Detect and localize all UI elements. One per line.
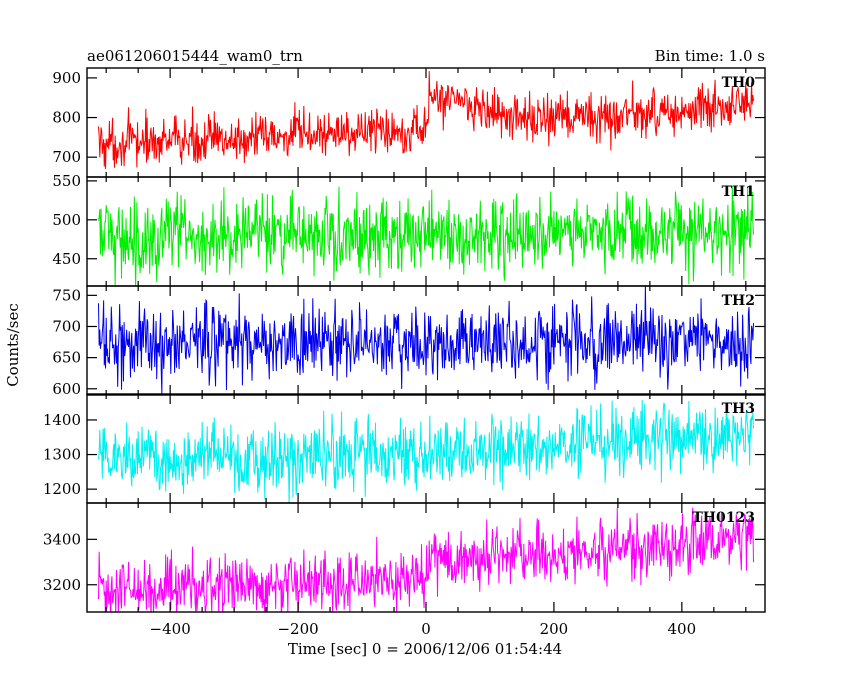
x-tick-label: −400 xyxy=(150,620,191,638)
y-tick-label: 3400 xyxy=(43,530,81,548)
panel-th1: 450 500 550 TH1 xyxy=(52,172,766,287)
panel-th3: 1200 1300 1400 TH3 xyxy=(43,393,766,504)
y-tick-label: 800 xyxy=(52,109,81,127)
series-line-th0123 xyxy=(98,507,754,612)
panel-name-th1: TH1 xyxy=(722,184,755,200)
y-tick-label: 550 xyxy=(52,172,81,190)
bin-time-label: Bin time: 1.0 s xyxy=(655,47,765,65)
panel-frame xyxy=(86,285,766,396)
panel-th0: 700 800 900 TH0 xyxy=(52,67,766,178)
y-tick-label: 900 xyxy=(52,69,81,87)
series-line-th2 xyxy=(98,286,754,394)
x-tick-label: 200 xyxy=(540,620,569,638)
y-tick-label: 500 xyxy=(52,211,81,229)
y-tick-label: 700 xyxy=(52,317,81,335)
series-line-th1 xyxy=(98,185,754,286)
y-tick-label: 650 xyxy=(52,349,81,367)
y-tick-label: 450 xyxy=(52,250,81,268)
x-tick-label: 400 xyxy=(668,620,697,638)
series-line-th3 xyxy=(98,400,754,503)
panel-group: 700 800 900 TH0 450 500 550 TH1 600 650 700 750 TH2 1… xyxy=(43,67,766,638)
y-tick-label: 750 xyxy=(52,286,81,304)
panel-th2: 600 650 700 750 TH2 xyxy=(52,285,766,398)
x-axis-label: Time [sec] 0 = 2006/12/06 01:54:44 xyxy=(288,640,562,658)
x-tick-label: 0 xyxy=(421,620,431,638)
series-line-th0 xyxy=(98,71,754,169)
panel-name-th0123: TH0123 xyxy=(692,510,755,526)
y-tick-label: 1400 xyxy=(43,411,81,429)
panel-th0123: 3200 3400 TH0123 xyxy=(43,502,766,613)
y-tick-label: 3200 xyxy=(43,576,81,594)
y-axis-label: Counts/sec xyxy=(4,303,22,387)
chart-title: ae061206015444_wam0_trn xyxy=(87,47,303,65)
y-tick-label: 600 xyxy=(52,380,81,398)
y-tick-label: 700 xyxy=(52,148,81,166)
y-tick-label: 1300 xyxy=(43,446,81,464)
y-tick-label: 1200 xyxy=(43,480,81,498)
panel-name-th2: TH2 xyxy=(722,293,755,309)
panel-name-th0: TH0 xyxy=(722,75,756,91)
panel-name-th3: TH3 xyxy=(722,401,755,417)
x-tick-label: −200 xyxy=(277,620,318,638)
